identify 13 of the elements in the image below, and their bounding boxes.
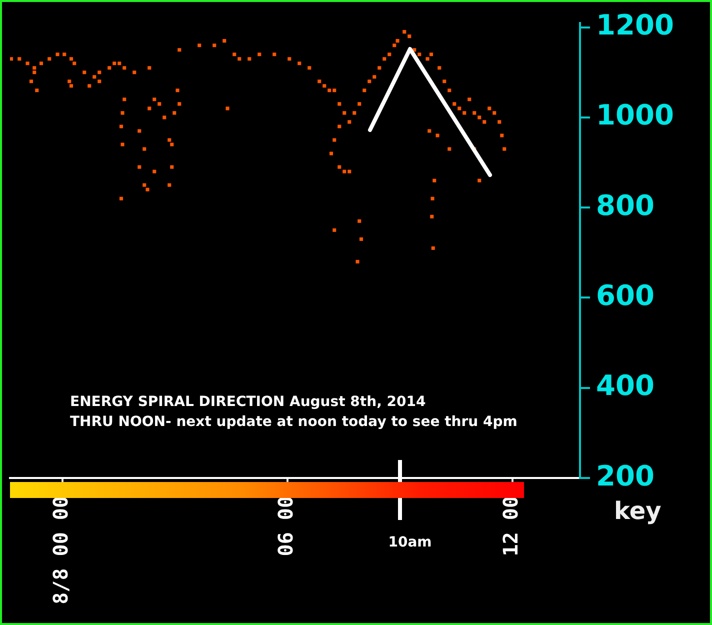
x-tick-label: 12 00 — [498, 496, 523, 556]
ref-line-label: 10am — [388, 534, 432, 551]
y-tick-label: 200 — [596, 459, 654, 492]
y-tick-label: 800 — [596, 188, 654, 222]
y-tick-label: 1000 — [596, 98, 674, 132]
x-tick-label: 06 00 — [274, 496, 298, 556]
x-tick-label: 8/8 00 00 — [48, 496, 73, 604]
text: key — [614, 497, 662, 525]
y-tick-label: 1200 — [596, 8, 674, 42]
y-tick-label: 400 — [596, 369, 654, 402]
text: ENERGY SPIRAL DIRECTION August 8th, 2014 — [70, 394, 426, 410]
y-tick-label: 600 — [596, 279, 654, 312]
text: THRU NOON- next update at noon today to see thru 4pm — [70, 414, 518, 430]
